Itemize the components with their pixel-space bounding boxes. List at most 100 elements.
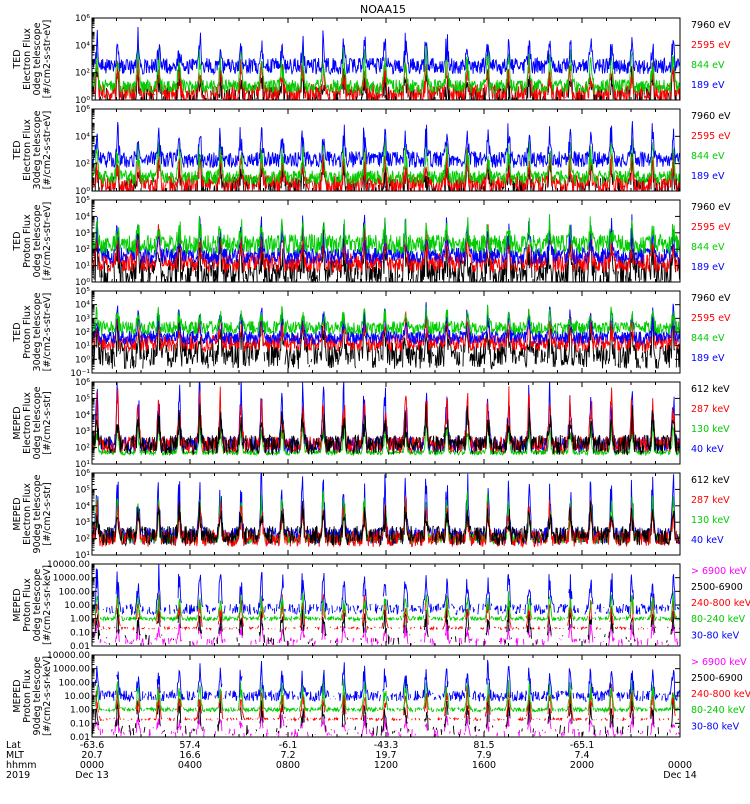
y-tick-label: 10⁴: [75, 301, 90, 311]
y-tick-label: 10000.00: [47, 651, 90, 661]
panel-4-traces: [92, 302, 680, 370]
y-axis-label-line: MEPED: [12, 679, 23, 712]
legend-entry: 2595 eV: [691, 313, 731, 324]
y-axis-label: TEDProton Flux30deg telescope[#/cm2-s-st…: [12, 292, 53, 371]
legend-entry: 7960 eV: [691, 293, 731, 304]
panel-8: 0.010.101.0010.00100.001000.0010000.00ME…: [12, 651, 750, 743]
series-trace-844-ev: [92, 214, 680, 256]
y-tick-label: 10³: [75, 314, 90, 324]
legend-entry: 40 keV: [691, 444, 724, 455]
x-tick-label-hhmm: 1600: [472, 760, 496, 771]
panel-6: 10¹ 10² 10³ 10⁴ 10⁵ 10⁶ MEPEDElectron Flux90de…: [12, 469, 730, 561]
legend-entry: 240-800 keV: [691, 598, 750, 609]
y-axis-label-line: Electron Flux: [22, 392, 33, 454]
series-trace-844-ev: [92, 304, 680, 336]
series-trace-844-ev: [92, 137, 680, 186]
y-tick-label: 10⁶: [75, 378, 90, 388]
x-tick-label-hhmm: 0800: [276, 760, 300, 771]
y-axis-label-line: 90deg telescope: [32, 474, 43, 553]
legend-entry: 240-800 keV: [691, 689, 750, 700]
y-tick-label: 0.01: [70, 733, 90, 743]
y-axis-label: TEDElectron Flux0deg telescope[#/cm2-s-s…: [12, 20, 53, 99]
y-axis-label-line: TED: [12, 140, 23, 160]
legend-entry: 844 eV: [691, 333, 725, 344]
y-axis-label: MEPEDElectron Flux0deg telescope[#/cm2-s…: [12, 386, 53, 459]
legend-entry: 80-240 keV: [691, 614, 746, 625]
panel-1-traces: [92, 26, 680, 100]
legend-entry: 189 eV: [691, 353, 725, 364]
panel-8-traces: [92, 659, 680, 737]
y-axis-label: MEPEDElectron Flux90deg telescope[#/cm2-…: [12, 474, 53, 553]
y-axis-label-line: TED: [12, 231, 23, 251]
y-tick-label: 10¹: [75, 262, 90, 272]
x-tick-label-lat: -63.6: [80, 740, 105, 751]
y-tick-label: 100.00: [59, 587, 91, 597]
series-trace-844-ev: [92, 42, 680, 95]
y-axis-label-line: [#/cm2-s-str-eV]: [42, 20, 53, 99]
legend-entry: 189 eV: [691, 171, 725, 182]
series-trace-240-800-kev: [92, 592, 680, 631]
y-axis-label: MEPEDProton Flux0deg telescope[#/cm2-s-s…: [12, 565, 53, 645]
y-tick-label: 0.10: [70, 719, 90, 729]
y-axis-label: TEDElectron Flux30deg telescope[#/cm2-s-…: [12, 110, 53, 189]
y-axis-label: MEPEDProton Flux90deg telescope[#/cm2-s-…: [12, 656, 53, 736]
x-row-label: Lat: [6, 740, 21, 751]
y-tick-label: 10.00: [64, 601, 90, 611]
y-tick-label: 10¹: [75, 551, 90, 561]
legend-entry: 612 keV: [691, 384, 730, 395]
x-tick-label-mlt: 16.6: [179, 750, 200, 761]
y-axis-label-line: 0deg telescope: [32, 386, 43, 459]
y-tick-label: 10⁶: [75, 469, 90, 479]
y-axis-label-line: Proton Flux: [22, 669, 33, 723]
legend-entry: 2595 eV: [691, 131, 731, 142]
y-axis-label-line: [#/cm2-s-str-eV]: [42, 202, 53, 281]
y-tick-label: 10⁰: [75, 96, 90, 106]
series-trace-189-ev: [92, 214, 680, 266]
legend-entry: 287 keV: [691, 495, 730, 506]
y-axis-label-line: TED: [12, 322, 23, 342]
y-axis-label-line: 90deg telescope: [32, 656, 43, 735]
y-tick-label: 1000.00: [53, 665, 90, 675]
panel-3-traces: [92, 214, 680, 282]
x-tick-label-mlt: 19.7: [375, 750, 396, 761]
x-row-label: MLT: [6, 750, 24, 761]
y-tick-label: 10⁻¹: [70, 369, 90, 379]
y-tick-label: 10²: [75, 69, 90, 79]
y-tick-label: 10⁴: [75, 411, 90, 421]
y-tick-label: 10000.00: [47, 560, 90, 570]
legend-entry: 844 eV: [691, 60, 725, 71]
y-axis-label-line: 0deg telescope: [32, 568, 43, 641]
panel-2-traces: [92, 121, 680, 191]
y-axis-label-line: [#/cm2-s-str]: [42, 482, 53, 545]
x-tick-label-lat: -6.1: [279, 740, 298, 751]
panel-7-traces: [92, 563, 680, 646]
x-tick-label-mlt: 20.7: [81, 750, 102, 761]
y-tick-label: 10⁵: [75, 485, 90, 495]
y-tick-label: 10²: [75, 444, 90, 454]
y-tick-label: 10⁴: [75, 41, 90, 51]
x-tick-label-lat: 57.4: [179, 740, 200, 751]
y-axis-label-line: Proton Flux: [22, 305, 33, 359]
y-tick-label: 1000.00: [53, 574, 90, 584]
series-trace-189-ev: [92, 121, 680, 169]
panel-1: 10⁰ 10² 10⁴ 10⁶ TEDElectron Flux0deg telesco…: [12, 14, 731, 106]
y-axis-label-line: 0deg telescope: [32, 22, 43, 95]
x-tick-label-hhmm: 0000: [80, 760, 104, 771]
x-tick-label-mlt: 7.4: [574, 750, 589, 761]
panel-4: 10⁻¹ 10⁰ 10¹ 10² 10³ 10⁴ 10⁵ TEDProton Flux30de…: [12, 287, 731, 379]
x-tick-label-hhmm: 1200: [374, 760, 398, 771]
y-axis-label-line: [#/cm2-s-str-eV]: [42, 111, 53, 190]
y-tick-label: 10²: [75, 535, 90, 545]
panel-5: 10¹ 10² 10³ 10⁴ 10⁵ 10⁶ MEPEDElectron Flux0deg…: [12, 378, 730, 470]
x-tick-label-lat: -43.3: [374, 740, 399, 751]
y-axis-label-line: [#/cm2-s-sr-keV]: [42, 656, 53, 736]
legend-entry: 844 eV: [691, 242, 725, 253]
y-tick-label: 10⁴: [75, 212, 90, 222]
x-tick-label-date: Dec 14: [663, 770, 697, 781]
y-tick-label: 1.00: [70, 615, 90, 625]
y-tick-label: 1.00: [70, 706, 90, 716]
y-tick-label: 10¹: [75, 342, 90, 352]
y-axis-label-line: Electron Flux: [22, 483, 33, 545]
series-trace-189-ev: [92, 302, 680, 346]
